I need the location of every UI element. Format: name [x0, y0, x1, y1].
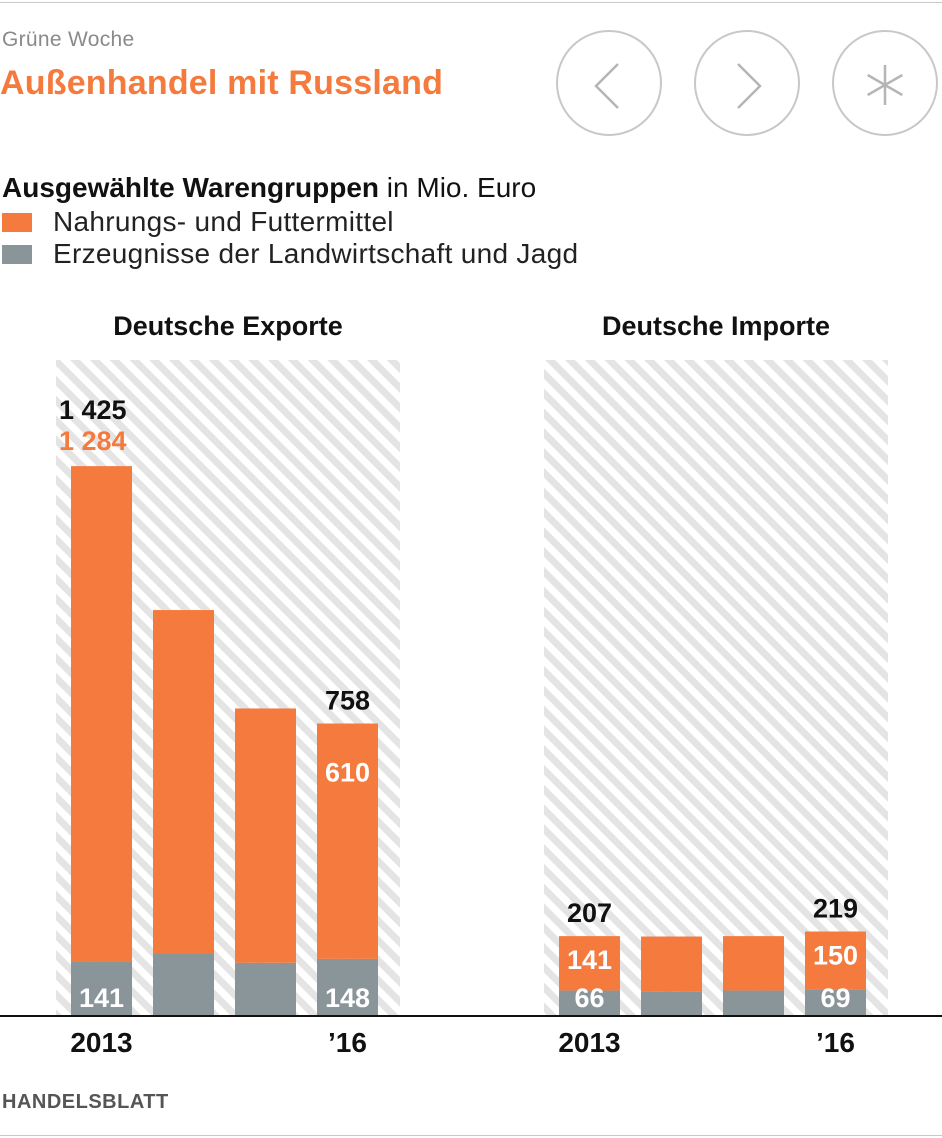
data-label-total-1-3: 219: [813, 893, 858, 923]
chevron-left-icon: [594, 63, 619, 109]
x-tick-label-0-3: ’16: [328, 1027, 367, 1058]
bar-gray-0-2: [235, 962, 296, 1016]
chevron-right-icon: [737, 63, 762, 109]
bar-orange-1-2: [723, 936, 784, 991]
bar-orange-1-0: [559, 936, 620, 991]
kicker: Grüne Woche: [2, 28, 135, 51]
data-label-total-0-0: 1 425: [59, 395, 127, 425]
legend-swatch-gray: [2, 244, 32, 264]
data-label-orange-1-0: 141: [567, 945, 612, 975]
data-label-total-1-0: 207: [567, 898, 612, 928]
asterisk-icon: [867, 65, 903, 105]
data-label-gray-1-3: 69: [820, 983, 850, 1013]
x-tick-label-0-0: 2013: [70, 1027, 132, 1058]
prev-button[interactable]: [556, 30, 662, 136]
bar-gray-0-1: [153, 953, 214, 1016]
bar-orange-1-3: [805, 931, 866, 990]
subtitle-bold: Ausgewählte Warengruppen: [2, 172, 380, 203]
bar-orange-0-2: [235, 708, 296, 963]
bar-gray-1-2: [723, 990, 784, 1016]
bar-orange-0-3: [317, 723, 378, 959]
legend-label-orange: Nahrungs- und Futtermittel: [53, 206, 394, 237]
data-label-gray-0-0: 141: [79, 983, 124, 1013]
bar-orange-0-0: [71, 466, 132, 962]
data-label-orange-0-3: 610: [325, 758, 370, 788]
x-tick-label-1-3: ’16: [816, 1027, 855, 1058]
bar-gray-1-0: [559, 990, 620, 1016]
data-label-orange-1-3: 150: [813, 940, 858, 970]
source-label: HANDELSBLATT: [2, 1091, 169, 1113]
bar-gray-1-1: [641, 991, 702, 1016]
legend-swatch-orange: [2, 212, 32, 232]
top-rule: [0, 2, 942, 3]
data-label-total-0-3: 758: [325, 686, 370, 716]
legend-item-gray: Erzeugnisse der Landwirtschaft und Jagd: [2, 238, 579, 269]
bottom-rule: [0, 1135, 942, 1136]
data-label-gray-0-3: 148: [325, 983, 370, 1013]
subtitle-unit: in Mio. Euro: [379, 172, 537, 203]
bar-orange-0-1: [153, 610, 214, 954]
data-label-gray-1-0: 66: [574, 983, 604, 1013]
share-button[interactable]: [832, 30, 938, 136]
x-tick-label-1-0: 2013: [558, 1027, 620, 1058]
bar-gray-0-0: [71, 961, 132, 1016]
chart-title-1: Deutsche Importe: [602, 311, 830, 341]
chart-background-1: [544, 360, 888, 1016]
page-title: Außenhandel mit Russland: [0, 64, 444, 102]
bar-gray-0-3: [317, 958, 378, 1016]
legend-item-orange: Nahrungs- und Futtermittel: [2, 206, 394, 237]
bar-gray-1-3: [805, 989, 866, 1016]
next-button[interactable]: [694, 30, 800, 136]
bar-orange-1-1: [641, 936, 702, 992]
legend-label-gray: Erzeugnisse der Landwirtschaft und Jagd: [53, 238, 579, 269]
data-label-orange-0-0: 1 284: [59, 426, 127, 456]
chart-title-0: Deutsche Exporte: [113, 311, 343, 341]
chart-subtitle: Ausgewählte Warengruppen in Mio. Euro: [2, 172, 536, 204]
